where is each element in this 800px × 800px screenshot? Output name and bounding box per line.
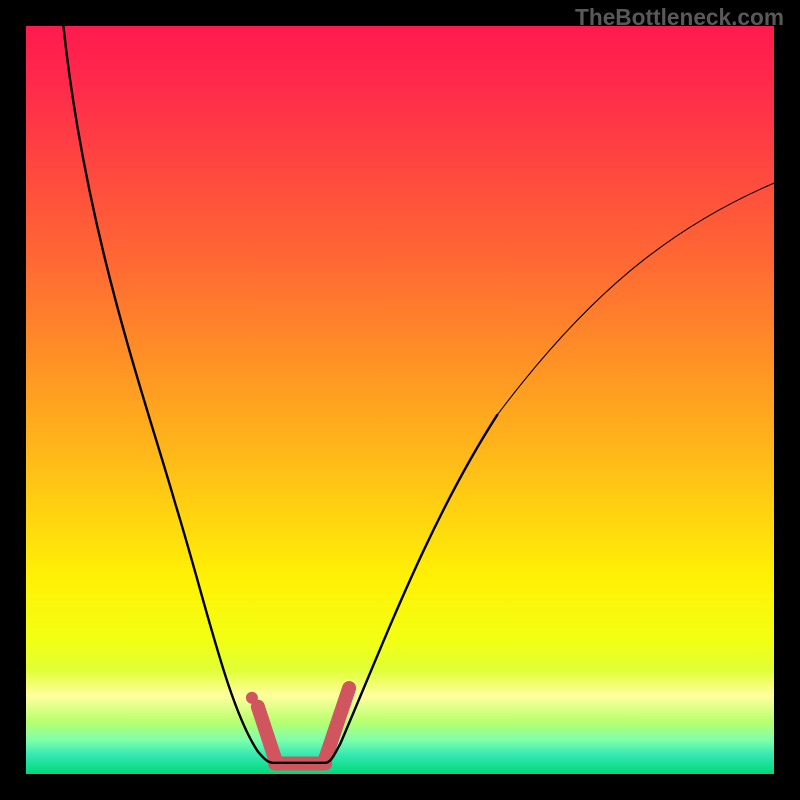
watermark-label: TheBottleneck.com xyxy=(575,4,784,31)
chart-background xyxy=(26,26,774,774)
chart-stage: TheBottleneck.com xyxy=(0,0,800,800)
bottleneck-chart-svg xyxy=(0,0,800,800)
